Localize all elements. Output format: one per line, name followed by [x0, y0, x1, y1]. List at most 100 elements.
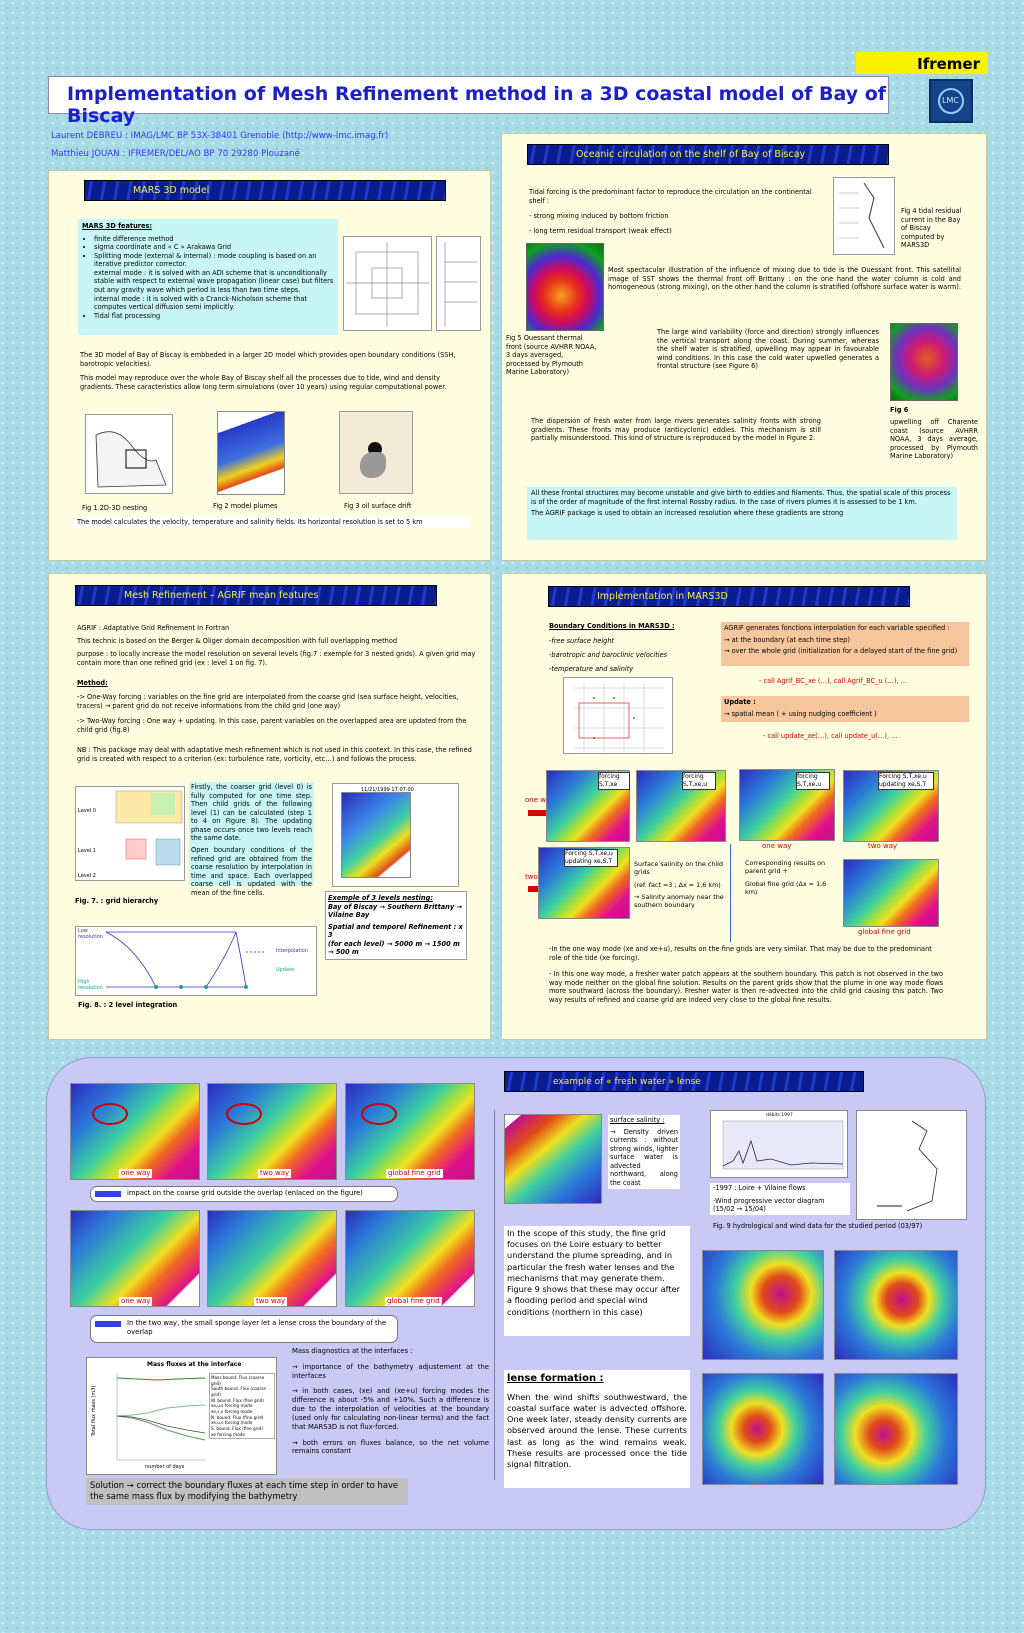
nested-grid-map: 11/21/1999 17:07:00: [332, 783, 459, 887]
coarse-map-2: [207, 1083, 337, 1180]
lmc-logo-text: LMC: [942, 96, 959, 105]
fig9-caption: Fig. 9 hydrological and wind data for th…: [713, 1222, 923, 1230]
salinity-anomaly: → Salinity anomaly near the southern bou…: [634, 892, 724, 910]
impact-note: impact on the coarse grid outside the ov…: [90, 1186, 398, 1202]
legend-item: xe,u,s forcing mode: [211, 1420, 253, 1426]
ocean-p4: The dispersion of fresh water from large…: [531, 417, 821, 443]
legend-item: South bound. Flux (coarse grid): [211, 1386, 266, 1398]
ref-factor: (ref. fact =3 ; Δx = 1,6 km): [634, 880, 721, 889]
loire-notes: -1997 : Loire + Vilaine flows -Wind prog…: [710, 1183, 850, 1215]
call-line-1: - call Agrif_BC_xe (…), call Agrif_BC_u …: [759, 677, 908, 685]
chart-title: Mass fluxes at the interface: [147, 1361, 242, 1368]
agrif-line-3: → over the whole grid (initialization fo…: [724, 647, 958, 656]
label-one-way: one way: [525, 796, 555, 804]
loire-flows: -1997 : Loire + Vilaine flows: [713, 1184, 806, 1192]
fig4-caption: Fig 4 tidal residual current in the Bay …: [901, 207, 962, 250]
coarse-map-3: [345, 1083, 475, 1180]
scope-text-box: In the scope of this study, the fine gri…: [504, 1226, 690, 1336]
legend-item: N. bound. Flux (fine grid): [211, 1414, 264, 1420]
surface-salinity-text: → Density driven currents : without stro…: [610, 1127, 678, 1187]
result-map-3: [739, 769, 835, 841]
mesh-nb: NB : This package may deal with adaptati…: [77, 746, 472, 763]
mass-title: Mass diagnostics at the interfaces :: [292, 1347, 413, 1355]
call-line-2: - call update_xe(…), call update_u(…), …: [763, 732, 898, 740]
feature-item: internal mode : it is solved with a Cran…: [94, 294, 307, 312]
feature-item: Splitting mode (external & internal) : m…: [94, 252, 334, 269]
feature-item: sigma coordinate and « C » Arakawa Grid: [94, 243, 334, 252]
update-label: Update: [276, 967, 295, 973]
grid-hierarchy-diagram: Level 0 Level 1 Level 2: [75, 786, 185, 881]
lense-cross-text: In the two way, the small sponge layer l…: [127, 1319, 387, 1336]
coarse-map-4: [70, 1210, 200, 1307]
grid-diagram: [343, 236, 432, 331]
staggered-grid-diagram: [563, 677, 673, 754]
fig5-image: [526, 243, 604, 331]
example-line-3: (for each level) → 5000 m → 1500 m → 500…: [328, 939, 460, 957]
salinity-child: Surface salinity on the child grids: [634, 860, 724, 877]
global-fine-grid: Global fine grid (Δx = 1,6 km): [745, 879, 827, 896]
mass-flux-chart: Mass fluxes at the interface Total flux …: [86, 1357, 277, 1475]
legend-item: Mass bound. Flux (coarse grid): [211, 1375, 265, 1386]
forcing-label-5: Forcing S,T,xe,u updating xe,S,T: [564, 849, 618, 867]
update-line: → spatial mean ( + using nudging coeffic…: [724, 709, 877, 718]
lense-map-3: [702, 1373, 824, 1485]
highlight-circle-1: [92, 1103, 128, 1125]
impact-text: impact on the coarse grid outside the ov…: [127, 1189, 363, 1197]
example-line-2: Spatial and temporel Refinement : x 3: [328, 922, 463, 940]
fig4-image: [833, 177, 895, 255]
salinity-map: [504, 1114, 602, 1204]
legend-item: xe forcing mode: [211, 1431, 245, 1437]
mesh-twoway: -> Two-Way forcing : One way + updating.…: [77, 717, 467, 734]
scope-text: In the scope of this study, the fine gri…: [507, 1228, 680, 1317]
forcing-label-2: forcing S,T,xe,u: [682, 772, 716, 790]
solution-text: Solution → correct the boundary fluxes a…: [90, 1480, 399, 1501]
sigma-diagram: [436, 236, 481, 331]
hydro-title: débits 1997: [766, 1113, 793, 1118]
lense-text: When the wind shifts southwestward, the …: [507, 1391, 687, 1470]
hydro-chart: débits 1997: [710, 1110, 848, 1178]
forcing-label-3: forcing S,T,xe,u: [796, 772, 830, 790]
svg-text:Level 1: Level 1: [78, 848, 96, 854]
mesh-purpose: purpose : to locally increase the model …: [77, 650, 476, 667]
legend-item: xe,u,s forcing mode: [211, 1403, 253, 1409]
impl-p2: - In this one way mode, a fresher water …: [549, 970, 943, 1004]
ocean-heading: Oceanic circulation on the shelf of Bay …: [527, 144, 889, 165]
forcing-label-1: forcing S,T,xe: [598, 772, 630, 790]
corresponding-results: Corresponding results on parent grid +: [745, 859, 826, 876]
ocean-p6: The AGRIF package is used to obtain an i…: [531, 509, 844, 518]
feature-item: external mode : it is solved with an ADI…: [94, 268, 334, 294]
ocean-summary: All these frontal structures may become …: [527, 487, 957, 540]
legend-item: S. bound. Flux (fine grid): [211, 1426, 263, 1432]
mesh-panel: Mesh Refinement – AGRIF mean features AG…: [48, 573, 491, 1040]
lense-text-box: lense formation : When the wind shifts s…: [504, 1370, 690, 1488]
lense-map-4: [834, 1373, 958, 1485]
surface-salinity-box: surface salinity : → Density driven curr…: [608, 1115, 680, 1189]
row2-label-two: two way: [254, 1297, 288, 1307]
coarse-map-1: [70, 1083, 200, 1180]
coarse-map-5: [207, 1210, 337, 1307]
legend-item: W. bound. Flux (fine grid): [211, 1397, 264, 1403]
wind-diagram: [856, 1110, 967, 1220]
lense-map-1: [702, 1250, 824, 1360]
example-line-1: Bay of Biscay → Southern Brittany → Vila…: [328, 902, 462, 920]
agrif-line-1: AGRIF generates fonctions interpolation …: [724, 624, 950, 632]
ocean-p2: Most spectacular illustration of the inf…: [608, 266, 961, 292]
ifremer-logo: Ifremer: [856, 52, 988, 74]
mars-heading: MARS 3D model: [84, 180, 446, 201]
fig6-image: [890, 323, 958, 401]
label-one-way-2: one way: [762, 842, 792, 850]
agrif-box: AGRIF generates fonctions interpolation …: [721, 622, 969, 666]
fig3-image: [339, 411, 413, 494]
forcing-label-4: Forcing S,T,xe,u updating xe,S,T: [878, 772, 934, 790]
agrif-line-2: → at the boundary (at each time step): [724, 635, 850, 644]
solution-box: Solution → correct the boundary fluxes a…: [86, 1478, 408, 1505]
divider-line: [730, 844, 731, 942]
lmc-logo: LMC: [929, 79, 973, 123]
svg-text:Level 2: Level 2: [78, 873, 96, 879]
interpolation-label: Interpolation: [276, 948, 308, 954]
map-date: 11/21/1999 17:07:00: [361, 787, 414, 793]
row1-label-one: one way: [119, 1169, 153, 1179]
mesh-side2: Open boundary conditions of the refined …: [191, 845, 312, 897]
svg-text:Level 0: Level 0: [78, 808, 96, 814]
fig2-image: [217, 411, 285, 495]
